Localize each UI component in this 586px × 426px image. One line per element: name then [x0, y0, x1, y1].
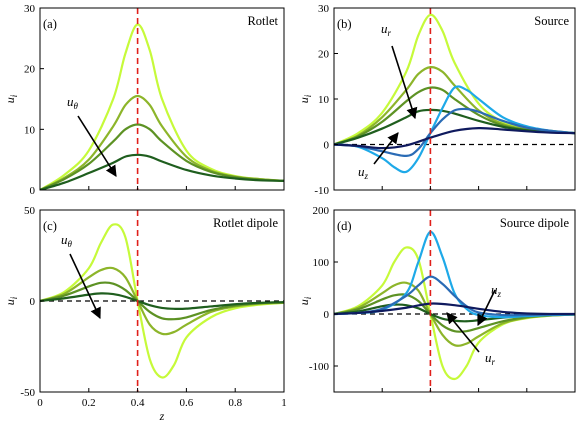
panel-b: -10 0 10 20 30 ui (b) Source ur uz — [297, 3, 576, 197]
y-tick-label: 200 — [313, 205, 330, 217]
series-line-4 — [40, 153, 284, 190]
annotation-label: uz — [491, 282, 502, 299]
axes-frame — [333, 209, 576, 393]
y-tick-label: 20 — [24, 64, 36, 76]
x-tick-label: 1 — [281, 397, 287, 409]
y-axis-label: ui — [3, 94, 19, 103]
x-tick-label: 0.8 — [228, 397, 242, 409]
panel-title: Source — [534, 14, 569, 28]
series-line-1 — [334, 13, 575, 146]
x-axis-label: z — [159, 409, 165, 423]
series-line-5 — [334, 85, 575, 174]
annotation-label: uz — [358, 164, 369, 181]
y-tick-label: 30 — [24, 3, 36, 15]
y-tick-label: -100 — [309, 361, 330, 373]
x-tick-label: 0.4 — [131, 397, 145, 409]
series-line-4 — [40, 292, 284, 311]
plot-area — [40, 8, 284, 190]
y-tick-label: 10 — [318, 94, 330, 106]
plot-area — [334, 210, 575, 392]
series-line-7 — [334, 126, 575, 150]
y-axis-label: ui — [297, 296, 313, 305]
panel-letter: (c) — [43, 219, 57, 233]
y-tick-label: 0 — [324, 309, 330, 321]
series-line-3 — [40, 123, 284, 190]
y-tick-label: 100 — [313, 257, 330, 269]
y-axis-label: ui — [297, 94, 313, 103]
series-line-3 — [334, 293, 575, 333]
series-line-6 — [334, 275, 575, 317]
annotation-arrow — [391, 45, 418, 120]
panel-title: Rotlet dipole — [213, 216, 278, 230]
series-line-7 — [334, 302, 575, 316]
panel-a: 0 10 20 30 ui (a) Rotlet uθ — [3, 3, 285, 197]
y-tick-label: -10 — [314, 185, 329, 197]
y-tick-label: 0 — [324, 140, 330, 152]
annotation-label: uθ — [61, 232, 73, 249]
panel-d: -100 0 100 200 ui (d) Source dipole uz ur — [297, 205, 576, 393]
panel-title: Rotlet — [247, 14, 278, 28]
y-tick-label: 10 — [24, 124, 36, 136]
annotation-arrow — [446, 312, 480, 353]
annotation-label: ur — [381, 21, 392, 38]
annotation-arrow — [77, 115, 117, 177]
series-line-3 — [40, 281, 284, 321]
annotation-arrow — [477, 289, 496, 327]
panel-title: Source dipole — [500, 216, 570, 230]
series-line-1 — [40, 223, 284, 379]
y-axis-label: ui — [3, 296, 19, 305]
annotation-label: ur — [485, 350, 496, 367]
annotation-arrow — [69, 253, 101, 320]
axes-frame — [39, 7, 285, 191]
y-tick-label: -50 — [20, 387, 35, 399]
series-line-3 — [334, 86, 575, 146]
x-tick-label: 0.6 — [180, 397, 194, 409]
panel-letter: (d) — [337, 219, 352, 233]
panel-letter: (b) — [337, 17, 352, 31]
plot-area — [40, 210, 284, 392]
annotation-arrow — [373, 132, 399, 165]
annotation-label: uθ — [67, 94, 79, 111]
panel-letter: (a) — [43, 17, 57, 31]
x-tick-label: 0.2 — [82, 397, 96, 409]
y-tick-label: 20 — [318, 49, 330, 61]
x-tick-label: 0 — [37, 397, 43, 409]
plot-area — [334, 8, 575, 190]
y-tick-label: 0 — [30, 296, 36, 308]
y-tick-label: 50 — [24, 205, 36, 217]
y-tick-label: 30 — [318, 3, 330, 15]
y-tick-label: 0 — [30, 185, 36, 197]
